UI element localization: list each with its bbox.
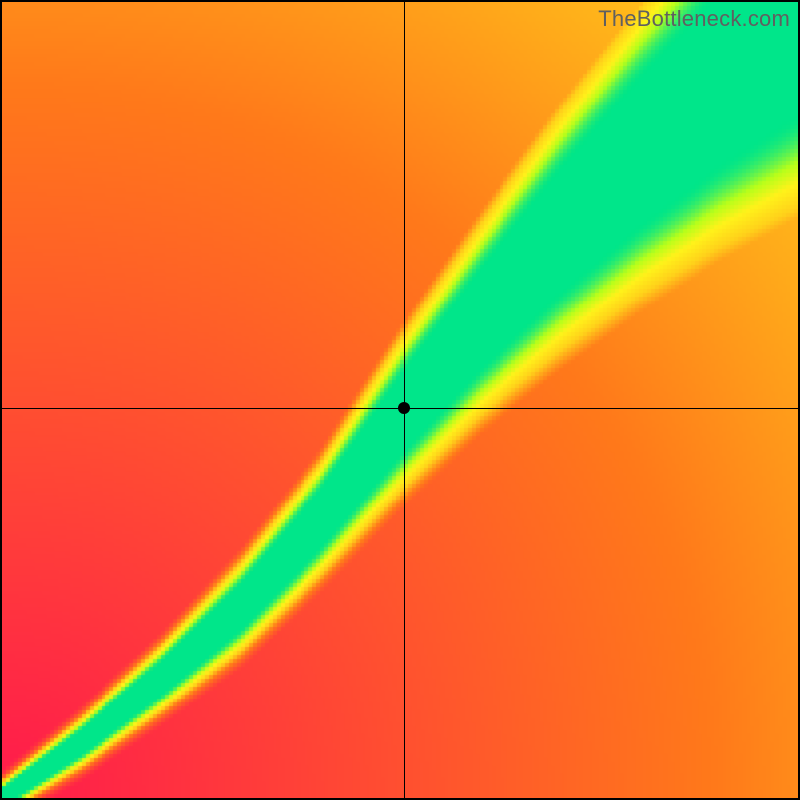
chart-container: TheBottleneck.com bbox=[0, 0, 800, 800]
heatmap-canvas bbox=[2, 2, 798, 798]
crosshair-vertical bbox=[404, 2, 405, 798]
watermark-text: TheBottleneck.com bbox=[598, 6, 790, 32]
heatmap-plot-area bbox=[0, 0, 800, 800]
crosshair-marker bbox=[398, 402, 410, 414]
